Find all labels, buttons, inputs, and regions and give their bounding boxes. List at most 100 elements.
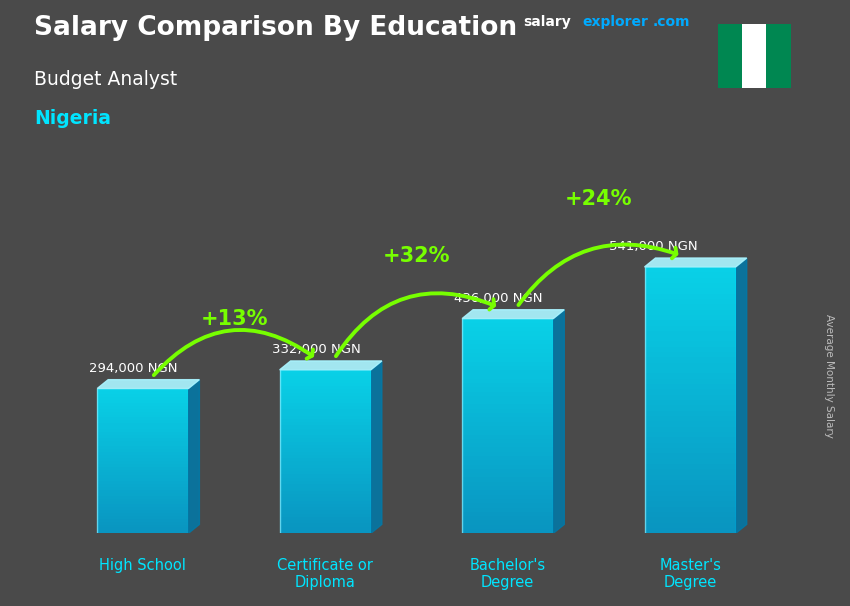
Bar (644, 416, 736, 421)
Bar (97, 478, 189, 481)
Bar (97, 527, 189, 530)
Bar (280, 409, 371, 412)
Bar (280, 451, 371, 455)
Bar (280, 406, 371, 409)
Bar (462, 529, 553, 533)
Bar (462, 379, 553, 383)
Polygon shape (644, 258, 746, 267)
Bar (280, 386, 371, 390)
Text: +32%: +32% (382, 245, 450, 265)
Bar (644, 427, 736, 432)
Bar (97, 415, 189, 418)
Bar (742, 24, 767, 88)
Bar (280, 399, 371, 402)
Bar (462, 443, 553, 447)
Text: salary: salary (523, 15, 570, 29)
Bar (97, 395, 189, 397)
Text: 332,000 NGN: 332,000 NGN (272, 343, 360, 356)
Bar (97, 421, 189, 423)
Bar (644, 373, 736, 379)
Bar (644, 474, 736, 480)
Bar (644, 485, 736, 491)
Bar (280, 527, 371, 530)
Bar (97, 449, 189, 452)
Bar (644, 432, 736, 438)
Bar (97, 444, 189, 447)
Text: Average Monthly Salary: Average Monthly Salary (824, 314, 834, 438)
Bar (280, 491, 371, 494)
Bar (280, 507, 371, 510)
Bar (644, 320, 736, 325)
Bar (97, 400, 189, 403)
Bar (644, 278, 736, 283)
Bar (280, 474, 371, 478)
Bar (462, 521, 553, 525)
Bar (97, 388, 189, 391)
Bar (644, 453, 736, 459)
Bar (97, 475, 189, 478)
Bar (644, 379, 736, 384)
Bar (280, 455, 371, 458)
Bar (644, 459, 736, 464)
Bar (462, 319, 553, 323)
Text: Budget Analyst: Budget Analyst (34, 70, 178, 88)
Bar (280, 370, 371, 373)
Bar (280, 465, 371, 468)
Bar (462, 435, 553, 439)
Bar (280, 379, 371, 383)
Bar (644, 405, 736, 411)
Bar (97, 501, 189, 504)
Bar (462, 447, 553, 451)
Polygon shape (189, 379, 200, 533)
Bar (280, 428, 371, 432)
Bar (97, 461, 189, 464)
Text: Nigeria: Nigeria (34, 109, 111, 128)
Bar (462, 396, 553, 400)
Bar (718, 24, 742, 88)
Bar (97, 507, 189, 510)
Bar (644, 480, 736, 485)
Polygon shape (97, 379, 200, 388)
Bar (462, 461, 553, 465)
Bar (644, 400, 736, 405)
Bar (97, 418, 189, 421)
Bar (462, 469, 553, 473)
Bar (97, 487, 189, 490)
Bar (644, 336, 736, 342)
Text: +13%: +13% (201, 309, 268, 329)
Bar (644, 368, 736, 373)
Bar (462, 486, 553, 490)
Bar (97, 426, 189, 429)
Bar (644, 507, 736, 512)
Bar (280, 530, 371, 533)
Text: High School: High School (99, 558, 186, 573)
Bar (280, 501, 371, 504)
Bar (462, 340, 553, 344)
Bar (280, 390, 371, 393)
Bar (280, 422, 371, 425)
Bar (644, 299, 736, 304)
Bar (644, 310, 736, 315)
Bar (462, 465, 553, 469)
Polygon shape (553, 310, 564, 533)
Bar (97, 513, 189, 516)
Bar (462, 439, 553, 443)
Bar (644, 470, 736, 474)
Bar (97, 525, 189, 527)
Bar (280, 478, 371, 481)
Bar (462, 456, 553, 461)
Bar (280, 432, 371, 435)
Bar (462, 430, 553, 435)
Bar (97, 441, 189, 444)
Bar (462, 353, 553, 358)
Bar (644, 331, 736, 336)
Bar (97, 452, 189, 455)
Text: Bachelor's
Degree: Bachelor's Degree (470, 558, 546, 590)
Bar (97, 464, 189, 467)
Bar (644, 272, 736, 278)
Bar (462, 383, 553, 387)
Bar (644, 384, 736, 390)
Text: 541,000 NGN: 541,000 NGN (609, 240, 698, 253)
Bar (644, 293, 736, 299)
Bar (280, 445, 371, 448)
